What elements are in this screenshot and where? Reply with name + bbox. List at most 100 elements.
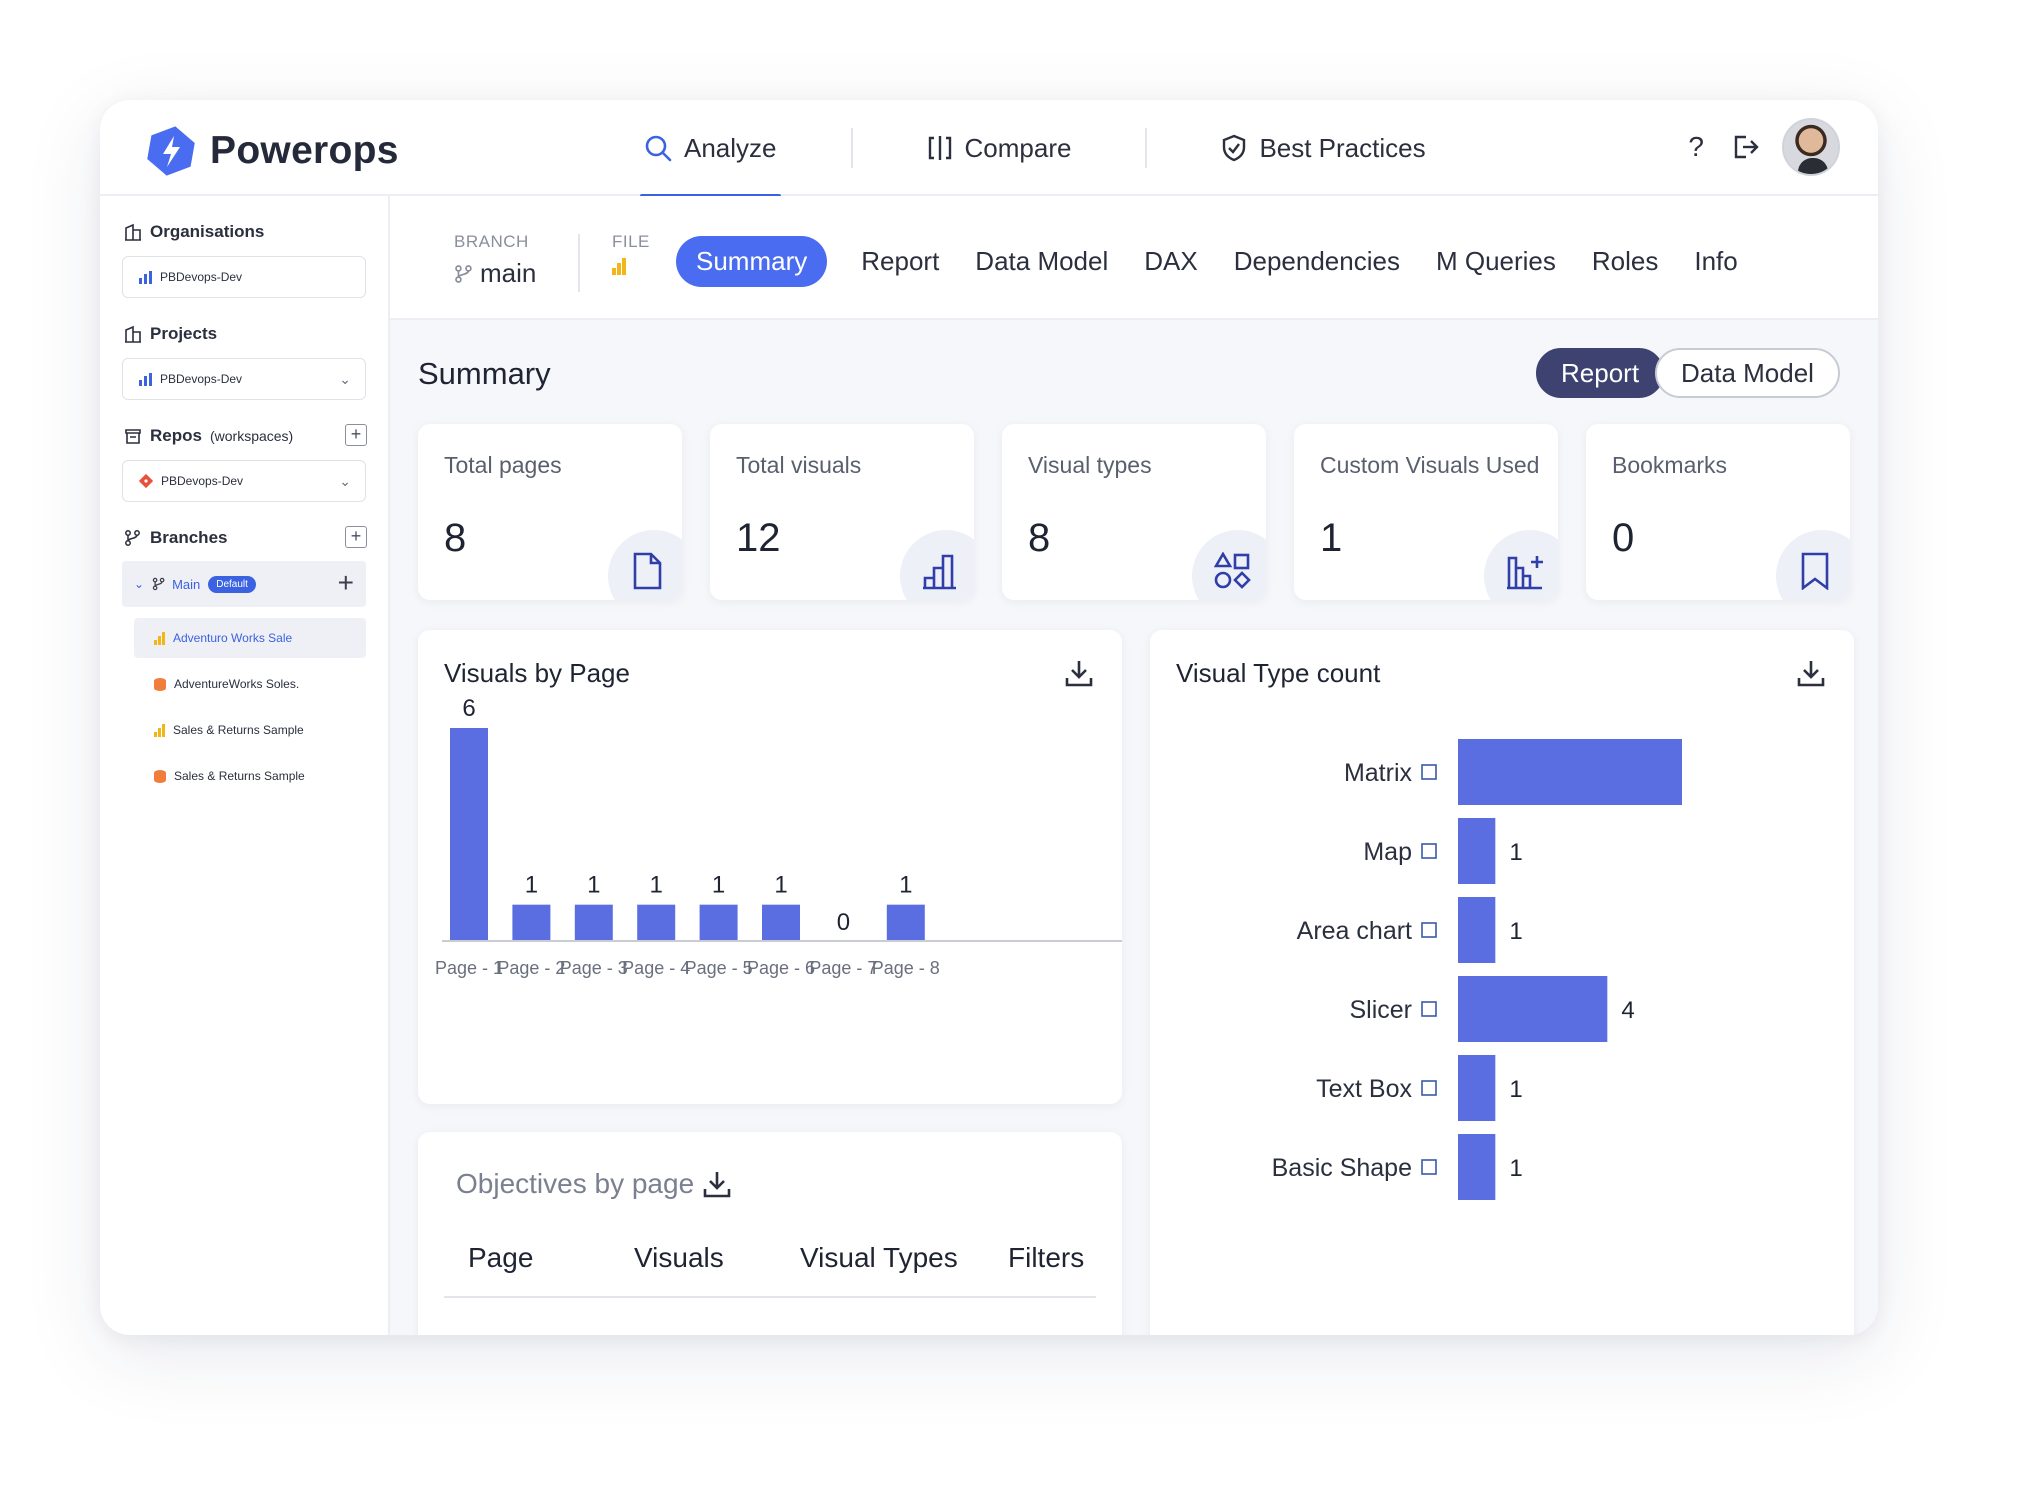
x-tick-label: Page - 2 (497, 958, 565, 978)
repo-value: PBDevops-Dev (161, 474, 244, 488)
data-label: 1 (774, 872, 787, 899)
stat-value: 8 (1028, 516, 1051, 560)
top-header: Powerops Analyze Compare Best Practices … (100, 100, 1878, 198)
column-header-filters[interactable]: Filters (1008, 1242, 1085, 1273)
add-branch-button[interactable]: + (345, 526, 367, 548)
file-item[interactable]: Sales & Returns Sample (134, 710, 366, 750)
branch-main[interactable]: ⌄ Main Default + (122, 561, 366, 607)
file-item[interactable]: Sales & Returns Sample (134, 756, 366, 796)
download-icon[interactable] (1064, 658, 1094, 688)
tab-m-queries[interactable]: M Queries (1435, 246, 1556, 276)
chevron-down-icon: ⌄ (134, 577, 145, 591)
meta-divider (578, 234, 580, 292)
file-meta: FILE (612, 232, 650, 275)
tab-dax[interactable]: DAX (1144, 246, 1198, 276)
bar (1458, 739, 1682, 805)
data-label: 1 (712, 872, 725, 899)
repo-select[interactable]: PBDevops-Dev ⌄ (122, 460, 366, 502)
nav-best-practices-label: Best Practices (1259, 132, 1426, 163)
file-name: Sales & Returns Sample (174, 769, 305, 783)
repo-icon (125, 429, 141, 444)
data-label: 1 (525, 872, 538, 899)
page-icon (633, 552, 662, 590)
tab-roles[interactable]: Roles (1591, 246, 1659, 276)
branches-label: Branches (150, 528, 228, 547)
data-label: 6 (462, 695, 475, 722)
stat-icon-bg (608, 530, 682, 600)
download-icon[interactable] (702, 1169, 732, 1199)
y-tick-label: Area chart (1297, 917, 1412, 945)
column-header-visuals[interactable]: Visuals (634, 1242, 724, 1273)
visuals-by-page-chart: 6 Page - 1 1 Page - 2 1 Page - 3 1 Page - 4 1 Pag… (435, 695, 1122, 978)
y-tick-label: Matrix (1344, 759, 1413, 787)
file-meta-value[interactable] (612, 258, 650, 275)
data-label: 1 (1509, 1076, 1522, 1103)
branch-value: main (480, 258, 537, 288)
tab-summary[interactable]: Summary (676, 236, 828, 287)
tab-data-model[interactable]: Data Model (975, 246, 1109, 276)
main-content: BRANCH main FILE Summary Report Data Mod… (390, 196, 1878, 1335)
nav-compare[interactable]: Compare (923, 100, 1076, 196)
bar (637, 904, 676, 940)
matrix-icon (1421, 764, 1437, 780)
nav-analyze[interactable]: Analyze (640, 100, 781, 198)
repos-heading: Repos (workspaces) (124, 426, 293, 446)
organisation-select[interactable]: PBDevops-Dev (122, 256, 366, 298)
data-label: 0 (837, 909, 850, 936)
bar (1458, 897, 1496, 963)
file-name: Adventuro Works Sale (173, 631, 293, 645)
download-icon[interactable] (1796, 658, 1826, 688)
data-model-toggle-button[interactable]: Data Model (1655, 348, 1840, 398)
branch-meta-label: BRANCH (454, 232, 529, 251)
bar (699, 904, 738, 940)
nav-analyze-label: Analyze (684, 132, 777, 163)
column-header-visual-types[interactable]: Visual Types (800, 1242, 958, 1273)
objectives-title: Objectives by page (456, 1168, 732, 1200)
help-icon[interactable]: ? (1688, 131, 1704, 162)
bar (574, 904, 613, 940)
add-file-button[interactable]: + (337, 567, 354, 598)
logout-icon[interactable] (1732, 133, 1760, 161)
data-label: 1 (1509, 1155, 1522, 1182)
shapes-icon (1214, 552, 1251, 589)
file-name: AdventureWorks Soles. (174, 677, 300, 691)
stat-icon-bg (1776, 530, 1850, 600)
chevron-down-icon: ⌄ (339, 473, 351, 489)
dataset-file-icon (154, 677, 166, 691)
chevron-down-icon: ⌄ (339, 371, 351, 387)
compare-icon (928, 136, 951, 160)
stat-label: Total pages (444, 452, 562, 478)
project-select[interactable]: PBDevops-Dev ⌄ (122, 358, 366, 400)
bar (450, 728, 488, 940)
objectives-title-text: Objectives by page (456, 1168, 695, 1199)
report-toggle-button[interactable]: Report (1536, 348, 1665, 398)
page-title: Summary (418, 356, 551, 391)
stat-value: 1 (1320, 516, 1343, 560)
add-repo-button[interactable]: + (345, 424, 367, 446)
tab-dependencies[interactable]: Dependencies (1233, 246, 1400, 276)
branches-heading: Branches (124, 528, 227, 548)
branch-meta-value[interactable]: main (454, 258, 536, 289)
stat-label: Total visuals (736, 452, 862, 478)
stat-label: Visual types (1028, 452, 1152, 478)
file-item[interactable]: AdventureWorks Soles. (134, 664, 366, 704)
logo[interactable]: Powerops (144, 124, 399, 178)
nav-divider (850, 128, 853, 168)
projects-label: Projects (150, 324, 218, 343)
x-tick-label: Page - 6 (747, 958, 815, 978)
app-name: Powerops (210, 129, 399, 172)
tab-report[interactable]: Report (861, 246, 940, 276)
column-header-page[interactable]: Page (468, 1242, 534, 1273)
nav-best-practices[interactable]: Best Practices (1217, 100, 1429, 196)
branch-name: Main (172, 576, 201, 592)
powerbi-file-icon (612, 258, 626, 275)
file-item[interactable]: Adventuro Works Sale (134, 618, 366, 658)
bar (762, 904, 800, 940)
x-tick-label: Page - 1 (435, 958, 503, 978)
projects-heading: Projects (124, 324, 217, 344)
tab-info[interactable]: Info (1694, 246, 1738, 276)
y-tick-label: Basic Shape (1272, 1154, 1412, 1182)
x-tick-label: Page - 4 (622, 958, 690, 978)
header-actions: ? (1688, 118, 1840, 176)
user-avatar[interactable] (1782, 118, 1840, 176)
